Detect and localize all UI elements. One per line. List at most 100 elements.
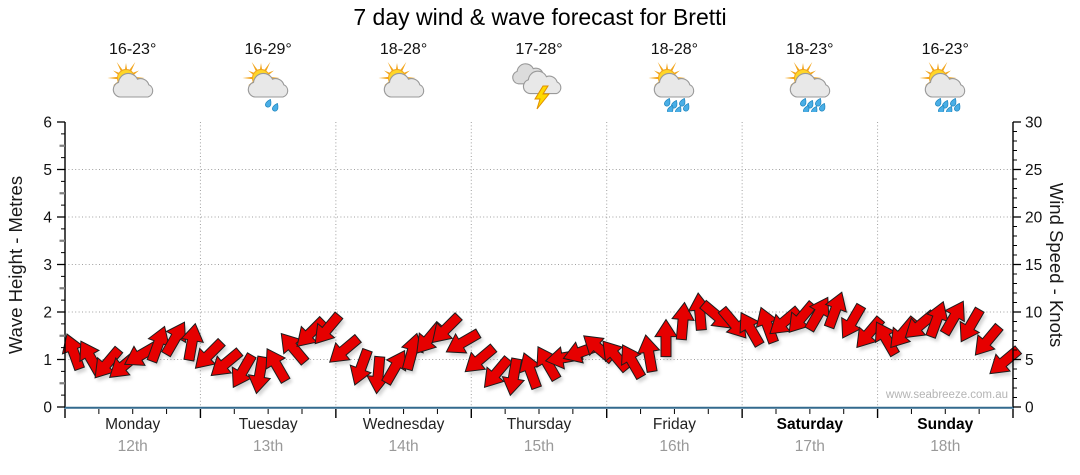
raindrop bbox=[675, 105, 682, 112]
wind-arrow bbox=[769, 305, 803, 335]
cloud bbox=[247, 72, 289, 98]
cloud bbox=[112, 72, 153, 98]
right-axis-tick-label: 10 bbox=[1025, 305, 1043, 322]
x-axis-day-label: Friday bbox=[652, 416, 696, 433]
left-axis-tick-label: 4 bbox=[43, 210, 52, 227]
x-axis-date-label: 15th bbox=[523, 438, 555, 455]
cloud bbox=[654, 72, 695, 98]
wind-arrow bbox=[823, 291, 848, 330]
left-axis-tick-label: 1 bbox=[43, 352, 52, 369]
wind-arrow bbox=[445, 328, 482, 354]
wind-arrow bbox=[518, 352, 542, 391]
watermark: www.seabreeze.com.au bbox=[885, 389, 1008, 401]
axis-tick-labels: 0 1 2 3 4 5 6 0 5 10 15 20 25 30 bbox=[43, 115, 1042, 417]
raindrop bbox=[265, 98, 272, 108]
raindrop bbox=[946, 105, 953, 112]
wind-arrow bbox=[61, 333, 85, 372]
bottom-axis-ticks bbox=[64, 409, 1014, 418]
cloud bbox=[789, 72, 831, 98]
lightning-bolt bbox=[534, 85, 551, 110]
wind-arrow bbox=[247, 355, 272, 395]
right-axis-tick-label: 20 bbox=[1025, 210, 1043, 227]
raindrop bbox=[799, 97, 807, 107]
right-axis-title: Wind Speed - Knots bbox=[1046, 182, 1067, 348]
wind-arrow bbox=[483, 355, 513, 389]
raindrop bbox=[935, 97, 942, 107]
raindrop bbox=[950, 97, 957, 107]
wind-arrow bbox=[671, 301, 695, 341]
wind-arrow bbox=[717, 305, 747, 339]
temperature-range: 18-23° bbox=[786, 41, 834, 58]
left-axis-tick-label: 3 bbox=[43, 257, 52, 274]
raindrop bbox=[802, 104, 810, 112]
x-axis-date-label: 12th bbox=[117, 438, 148, 455]
wind-arrow bbox=[637, 334, 661, 373]
weather-icon-sun-cloud-showers bbox=[919, 62, 966, 112]
right-axis-tick-label: 0 bbox=[1025, 400, 1034, 417]
right-axis-tick-label: 5 bbox=[1025, 352, 1034, 369]
right-axis-ticks bbox=[1013, 121, 1021, 408]
cloud bbox=[522, 70, 562, 95]
x-axis-day-label: Thursday bbox=[506, 416, 572, 433]
raindrop bbox=[938, 104, 945, 112]
wind-arrow bbox=[210, 347, 244, 377]
wind-arrow bbox=[180, 322, 204, 362]
wind-arrow bbox=[194, 337, 226, 369]
raindrop bbox=[664, 97, 671, 107]
x-axis-day-label: Tuesday bbox=[238, 416, 298, 433]
temperature-range: 16-29° bbox=[244, 41, 292, 58]
wind-arrow bbox=[265, 347, 291, 384]
wind-arrow bbox=[788, 299, 818, 333]
cloud bbox=[925, 72, 966, 98]
right-axis-tick-label: 15 bbox=[1025, 257, 1042, 274]
raindrop bbox=[818, 102, 826, 112]
left-axis-tick-label: 2 bbox=[43, 305, 52, 322]
weather-icon-sun-cloud bbox=[107, 62, 153, 98]
left-axis-ticks bbox=[57, 121, 65, 408]
raindrop bbox=[810, 105, 818, 112]
temperature-range: 17-28° bbox=[515, 41, 563, 58]
wind-arrow bbox=[314, 311, 344, 345]
wind-arrow bbox=[939, 300, 965, 337]
wind-arrow bbox=[959, 306, 985, 343]
wind-arrow bbox=[280, 332, 310, 366]
weather-icon-sun-cloud-showers bbox=[784, 62, 831, 112]
x-axis-day-label: Saturday bbox=[776, 416, 844, 433]
raindrop bbox=[272, 102, 279, 112]
right-axis-tick-label: 30 bbox=[1025, 115, 1043, 132]
x-axis-date-label: 16th bbox=[659, 438, 690, 455]
weather-icon-sun-cloud bbox=[378, 62, 424, 98]
x-axis-day-label: Monday bbox=[105, 416, 161, 433]
wind-arrow bbox=[431, 312, 463, 344]
temperature-range: 18-28° bbox=[650, 41, 699, 58]
wind-arrow bbox=[654, 318, 678, 358]
x-axis-day-label: Wednesday bbox=[362, 416, 445, 433]
raindrop bbox=[683, 102, 690, 112]
temperature-range: 16-23° bbox=[109, 41, 157, 58]
weather-icon-sun-cloud-showers bbox=[648, 62, 695, 112]
wind-arrow bbox=[329, 333, 363, 363]
wind-arrow bbox=[146, 325, 170, 364]
left-axis-tick-label: 0 bbox=[43, 400, 52, 417]
wind-arrow bbox=[925, 300, 949, 339]
left-axis-tick-label: 6 bbox=[43, 115, 52, 132]
wind-arrow bbox=[160, 321, 187, 358]
x-axis-date-label: 14th bbox=[388, 438, 419, 455]
x-axis-date-label: 18th bbox=[930, 438, 961, 455]
wind-arrow bbox=[123, 340, 160, 366]
right-axis-tick-label: 25 bbox=[1025, 162, 1042, 179]
weather-icon-thunderstorm bbox=[512, 63, 562, 110]
wind-arrow bbox=[464, 343, 498, 373]
wind-arrow bbox=[94, 345, 124, 379]
wind-arrows-shadow bbox=[64, 295, 1025, 399]
wind-arrow bbox=[296, 315, 328, 347]
raindrop bbox=[954, 102, 961, 112]
left-axis-tick-label: 5 bbox=[43, 162, 52, 179]
wind-arrow bbox=[974, 322, 1004, 356]
cloud bbox=[383, 72, 424, 98]
x-axis-day-label: Sunday bbox=[917, 416, 974, 433]
x-axis-date-label: 17th bbox=[794, 438, 825, 455]
temperature-range: 16-23° bbox=[921, 41, 969, 58]
